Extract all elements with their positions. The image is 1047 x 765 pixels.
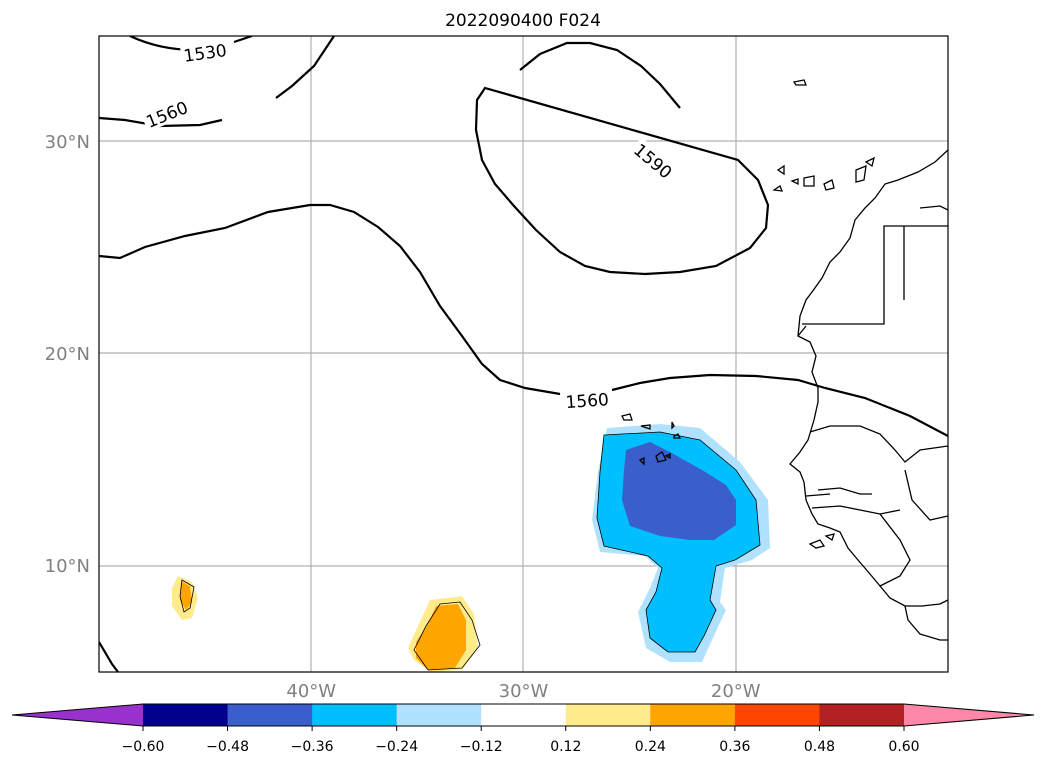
colorbar-tick-label: −0.12 [460, 739, 503, 755]
latitude-labels: 30°N 20°N 10°N [45, 132, 90, 577]
colorbar-extend-low [12, 704, 143, 726]
contour-label-halo [628, 137, 679, 184]
africa-coastline [789, 149, 948, 607]
colorbar-extend-high [904, 704, 1034, 726]
lon-label: 20°W [711, 681, 761, 702]
colorbar-segment [143, 704, 229, 726]
colorbar-segment [565, 704, 651, 726]
colorbar-tick-label: −0.24 [375, 739, 418, 755]
map-title: 2022090400 F024 [445, 11, 601, 31]
border-guinea [879, 513, 911, 587]
border-guinea-bissau [811, 505, 901, 515]
contour-label-halo [140, 95, 193, 132]
coastlines [789, 149, 948, 641]
colorbar-segment [481, 704, 567, 726]
colorbar-tick-label: −0.36 [291, 739, 334, 755]
border-mauritania-north [802, 225, 948, 325]
positive-anomaly-region [172, 576, 481, 672]
border-ws [797, 325, 807, 337]
longitude-labels: 40°W 30°W 20°W [286, 681, 760, 702]
contour-label-group: 1590 [628, 137, 679, 184]
border-gambia [805, 487, 872, 497]
contour-labels: 1530 1560 1590 1560 [140, 38, 679, 413]
border-algeria [919, 205, 948, 211]
negative-anomaly-region [592, 424, 770, 662]
colorbar-tick-label: 0.12 [550, 739, 581, 755]
height-contours [99, 36, 948, 672]
colorbar-segment [734, 704, 820, 726]
border-liberia [904, 605, 948, 641]
colorbar-segment [650, 704, 736, 726]
colorbar-tick-label: −0.60 [122, 739, 165, 755]
lon-label: 40°W [286, 681, 336, 702]
colorbar: −0.60 −0.48 −0.36 −0.24 −0.12 0.12 0.24 0.36 0.4… [11, 703, 1035, 755]
lat-label: 20°N [45, 344, 90, 365]
colorbar-segment [819, 704, 905, 726]
contour-1560-south [99, 203, 948, 437]
map-frame [98, 35, 949, 673]
lon-label: 30°W [499, 681, 549, 702]
contour-label-group: 1530 [179, 38, 231, 67]
contour-label-halo [562, 387, 612, 412]
islands [621, 79, 875, 549]
colorbar-segment [312, 704, 398, 726]
cape-verde-islands [621, 413, 682, 466]
colorbar-tick-label: 0.48 [804, 739, 835, 755]
colorbar-tick-label: −0.48 [206, 739, 249, 755]
colorbar-tick-label: 0.36 [719, 739, 750, 755]
lat-label: 10°N [45, 556, 90, 577]
border-mali-guinea [904, 469, 948, 521]
contour-label-group: 1560 [140, 95, 193, 133]
contour-label: 1560 [565, 390, 610, 413]
bissagos-islands [808, 533, 835, 549]
colorbar-tick-label: 0.60 [888, 739, 919, 755]
contour-label-group: 1560 [562, 387, 612, 413]
colorbar-tick-label: 0.24 [635, 739, 666, 755]
border-senegal [809, 425, 948, 463]
colorbar-segment [227, 704, 313, 726]
canary-islands [772, 156, 875, 192]
contour-1590 [474, 41, 770, 276]
lat-label: 30°N [45, 132, 90, 153]
colorbar-segment [396, 704, 482, 726]
contour-southwest [99, 641, 119, 672]
madeira-island [792, 79, 807, 86]
map-plot-area [99, 36, 948, 672]
graticule [99, 36, 948, 672]
contour-label-halo [179, 38, 231, 66]
